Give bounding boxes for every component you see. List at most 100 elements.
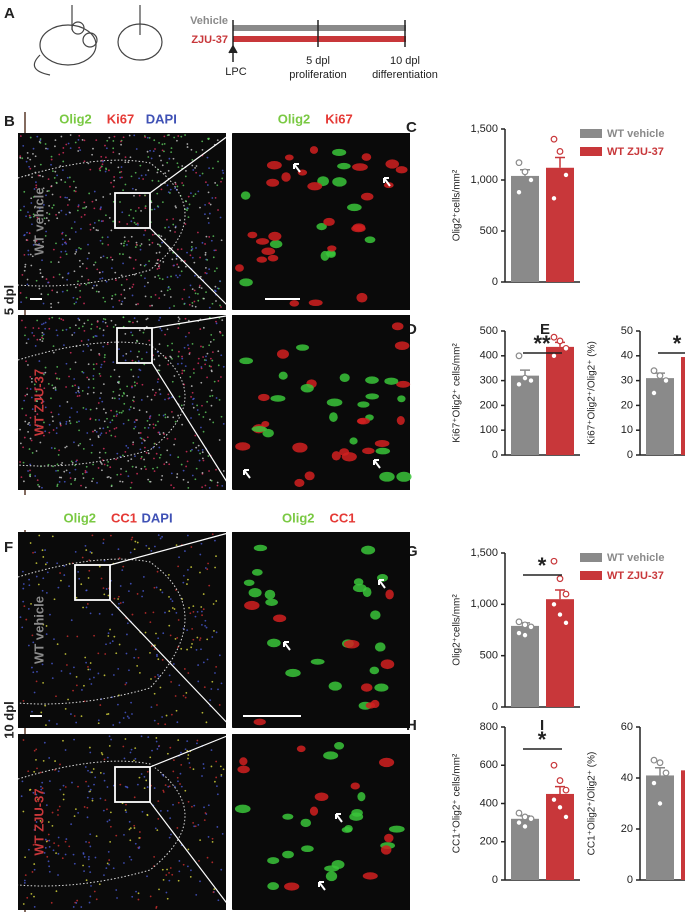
cell <box>174 695 177 697</box>
cell <box>85 780 87 783</box>
cell <box>161 241 163 244</box>
cell <box>128 669 130 672</box>
cell <box>160 290 163 293</box>
cell <box>202 608 205 611</box>
cell <box>161 868 164 871</box>
cell <box>96 325 99 328</box>
cell <box>159 537 162 540</box>
cell <box>149 621 152 624</box>
cell <box>105 411 107 414</box>
cell <box>207 138 210 141</box>
cell <box>148 417 151 420</box>
cell <box>215 600 218 602</box>
cell <box>157 722 160 725</box>
cell <box>190 249 193 252</box>
cell <box>126 622 129 625</box>
cell <box>62 739 64 742</box>
row-label: WT vehicle <box>31 596 46 664</box>
cell <box>97 672 100 675</box>
data-point <box>515 618 523 626</box>
cell <box>91 797 94 800</box>
cell <box>282 850 294 859</box>
cell <box>186 251 188 254</box>
cell <box>29 788 32 791</box>
data-point <box>515 352 523 360</box>
cell <box>191 474 194 477</box>
cell <box>75 596 78 599</box>
cell <box>45 230 48 233</box>
cell <box>66 278 69 281</box>
cell <box>84 766 87 768</box>
cell <box>59 763 61 766</box>
cell <box>153 719 156 722</box>
cell <box>128 717 130 719</box>
cell <box>48 423 51 426</box>
cell <box>32 843 35 846</box>
legend-swatch <box>580 129 602 138</box>
cell <box>47 293 50 296</box>
cell <box>102 538 105 541</box>
cell <box>384 833 394 843</box>
cell <box>55 890 58 893</box>
cell <box>27 253 30 256</box>
cell <box>137 898 140 901</box>
cell <box>35 575 38 578</box>
cell <box>166 276 169 279</box>
cell <box>72 906 75 908</box>
cell <box>64 853 67 856</box>
cell <box>39 629 41 632</box>
cell <box>139 264 142 266</box>
zoom-box <box>114 766 151 803</box>
cell <box>66 196 68 199</box>
cell <box>264 589 276 600</box>
cell <box>53 842 56 845</box>
cell <box>21 780 24 783</box>
cell <box>65 242 68 245</box>
cell <box>166 809 169 812</box>
cell <box>112 306 114 308</box>
cell <box>140 457 142 460</box>
cell <box>209 479 212 481</box>
cell <box>61 276 64 279</box>
cell <box>124 183 127 186</box>
cell <box>109 811 112 814</box>
cell <box>201 472 204 474</box>
cell <box>56 643 59 646</box>
cell <box>122 422 125 425</box>
cell <box>41 175 44 178</box>
cell <box>134 747 137 750</box>
cell <box>58 377 61 380</box>
cell <box>150 645 153 647</box>
cell <box>57 874 59 876</box>
cell <box>80 484 82 487</box>
cell <box>122 745 125 748</box>
cell <box>204 619 207 622</box>
cell <box>34 155 37 158</box>
cell <box>159 588 162 591</box>
cell <box>59 165 62 167</box>
cell <box>217 899 220 902</box>
cell <box>86 376 89 379</box>
cell <box>68 375 70 378</box>
cell <box>364 236 376 244</box>
cell <box>337 162 351 170</box>
cell <box>126 715 129 718</box>
cell <box>190 566 193 568</box>
bar <box>646 775 674 880</box>
cell <box>109 421 112 424</box>
cell <box>115 410 118 413</box>
cell <box>28 165 31 168</box>
cell <box>202 459 205 462</box>
cell <box>204 812 207 814</box>
cell <box>114 435 117 438</box>
cell <box>124 161 127 164</box>
panel-letter: D <box>406 321 417 338</box>
cell <box>197 357 200 360</box>
cell <box>136 339 138 342</box>
cell <box>199 174 201 177</box>
cell <box>117 595 120 598</box>
cell <box>219 216 222 219</box>
cell <box>106 236 109 238</box>
cell <box>170 713 173 716</box>
cell <box>26 283 29 286</box>
